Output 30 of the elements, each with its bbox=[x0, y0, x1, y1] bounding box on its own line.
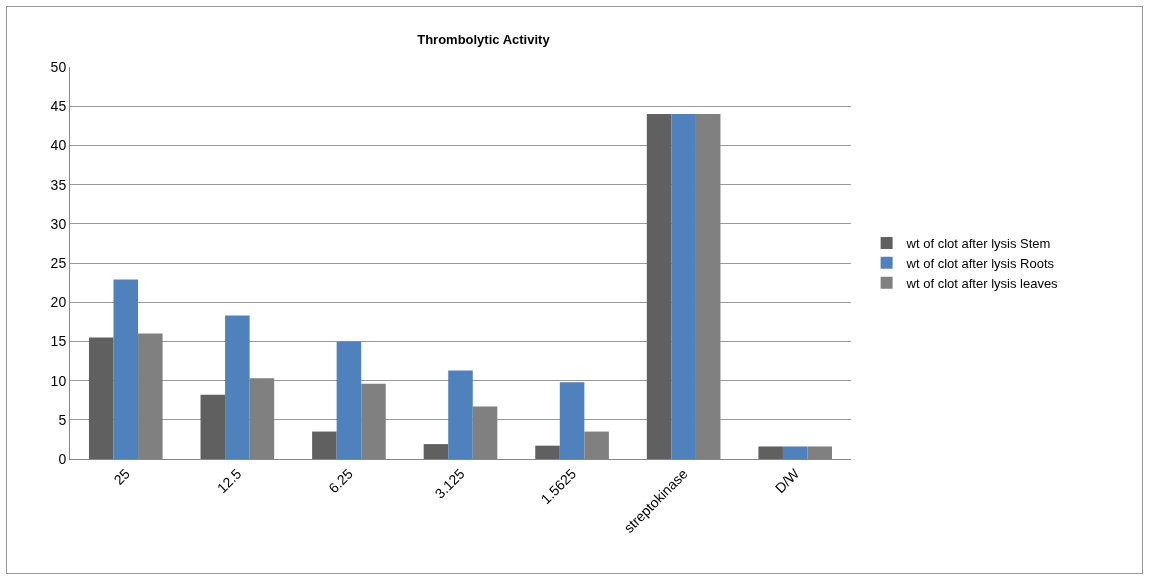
y-tick-label: 35 bbox=[50, 176, 67, 193]
bar bbox=[113, 279, 139, 459]
bar bbox=[312, 431, 337, 459]
bar bbox=[758, 446, 783, 459]
y-tick-label: 10 bbox=[50, 372, 67, 389]
bar bbox=[225, 315, 250, 459]
bar bbox=[671, 114, 696, 459]
y-tick-label: 30 bbox=[50, 215, 67, 232]
bar bbox=[88, 337, 114, 459]
bar bbox=[423, 444, 449, 459]
bar bbox=[200, 394, 226, 459]
y-tick-label: 25 bbox=[50, 254, 67, 271]
y-tick-label: 45 bbox=[50, 98, 67, 115]
y-tick-label: 20 bbox=[50, 294, 67, 311]
bar bbox=[535, 445, 560, 459]
y-tick-label: 15 bbox=[50, 333, 67, 350]
y-tick-label: 0 bbox=[58, 450, 67, 467]
y-tick-label: 50 bbox=[50, 58, 67, 75]
y-tick-label: 40 bbox=[50, 137, 67, 154]
bar bbox=[559, 382, 585, 459]
x-tick-label: 25 bbox=[110, 465, 134, 488]
legend-label: wt of clot after lysis Roots bbox=[905, 255, 1055, 271]
y-tick-label: 5 bbox=[58, 411, 67, 428]
legend-label: wt of clot after lysis Stem bbox=[905, 236, 1051, 252]
bar bbox=[448, 370, 473, 459]
legend-label: wt of clot after lysis leaves bbox=[905, 275, 1059, 291]
chart-title: Thrombolytic Activity bbox=[417, 32, 551, 48]
bar bbox=[336, 341, 362, 459]
bar bbox=[646, 114, 672, 459]
bar bbox=[782, 446, 808, 459]
